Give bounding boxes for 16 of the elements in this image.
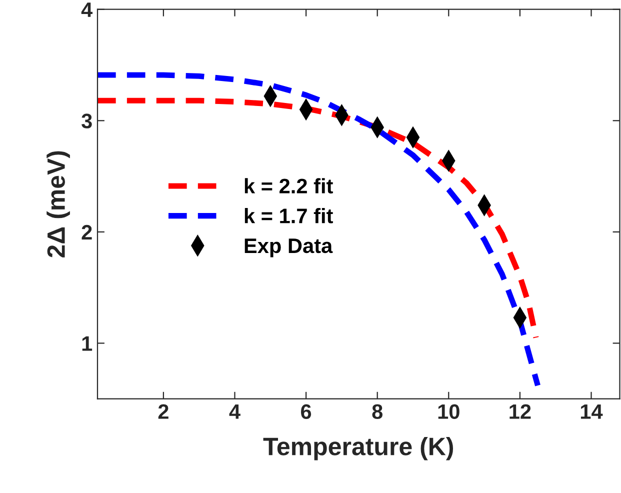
legend-label: Exp Data [244, 238, 333, 258]
x-tick-label: 12 [510, 404, 531, 419]
y-axis-title: 2Δ (meV) [46, 151, 70, 258]
y-tick-label: 4 [81, 2, 93, 17]
y-tick-label: 3 [82, 114, 92, 128]
x-tick-label: 10 [438, 404, 460, 419]
x-tick-label: 4 [229, 404, 240, 419]
y-tick-label: 1 [82, 336, 92, 351]
x-tick-label: 14 [580, 404, 603, 419]
x-tick-label: 6 [301, 404, 312, 419]
x-tick-label: 8 [372, 404, 382, 419]
legend-label: k = 2.2 fit [244, 178, 333, 194]
x-tick-label: 2 [158, 404, 168, 419]
legend-label: k = 1.7 fit [244, 208, 333, 224]
y-tick-label: 2 [82, 224, 92, 240]
x-axis-title: Temperature (K) [263, 437, 454, 460]
